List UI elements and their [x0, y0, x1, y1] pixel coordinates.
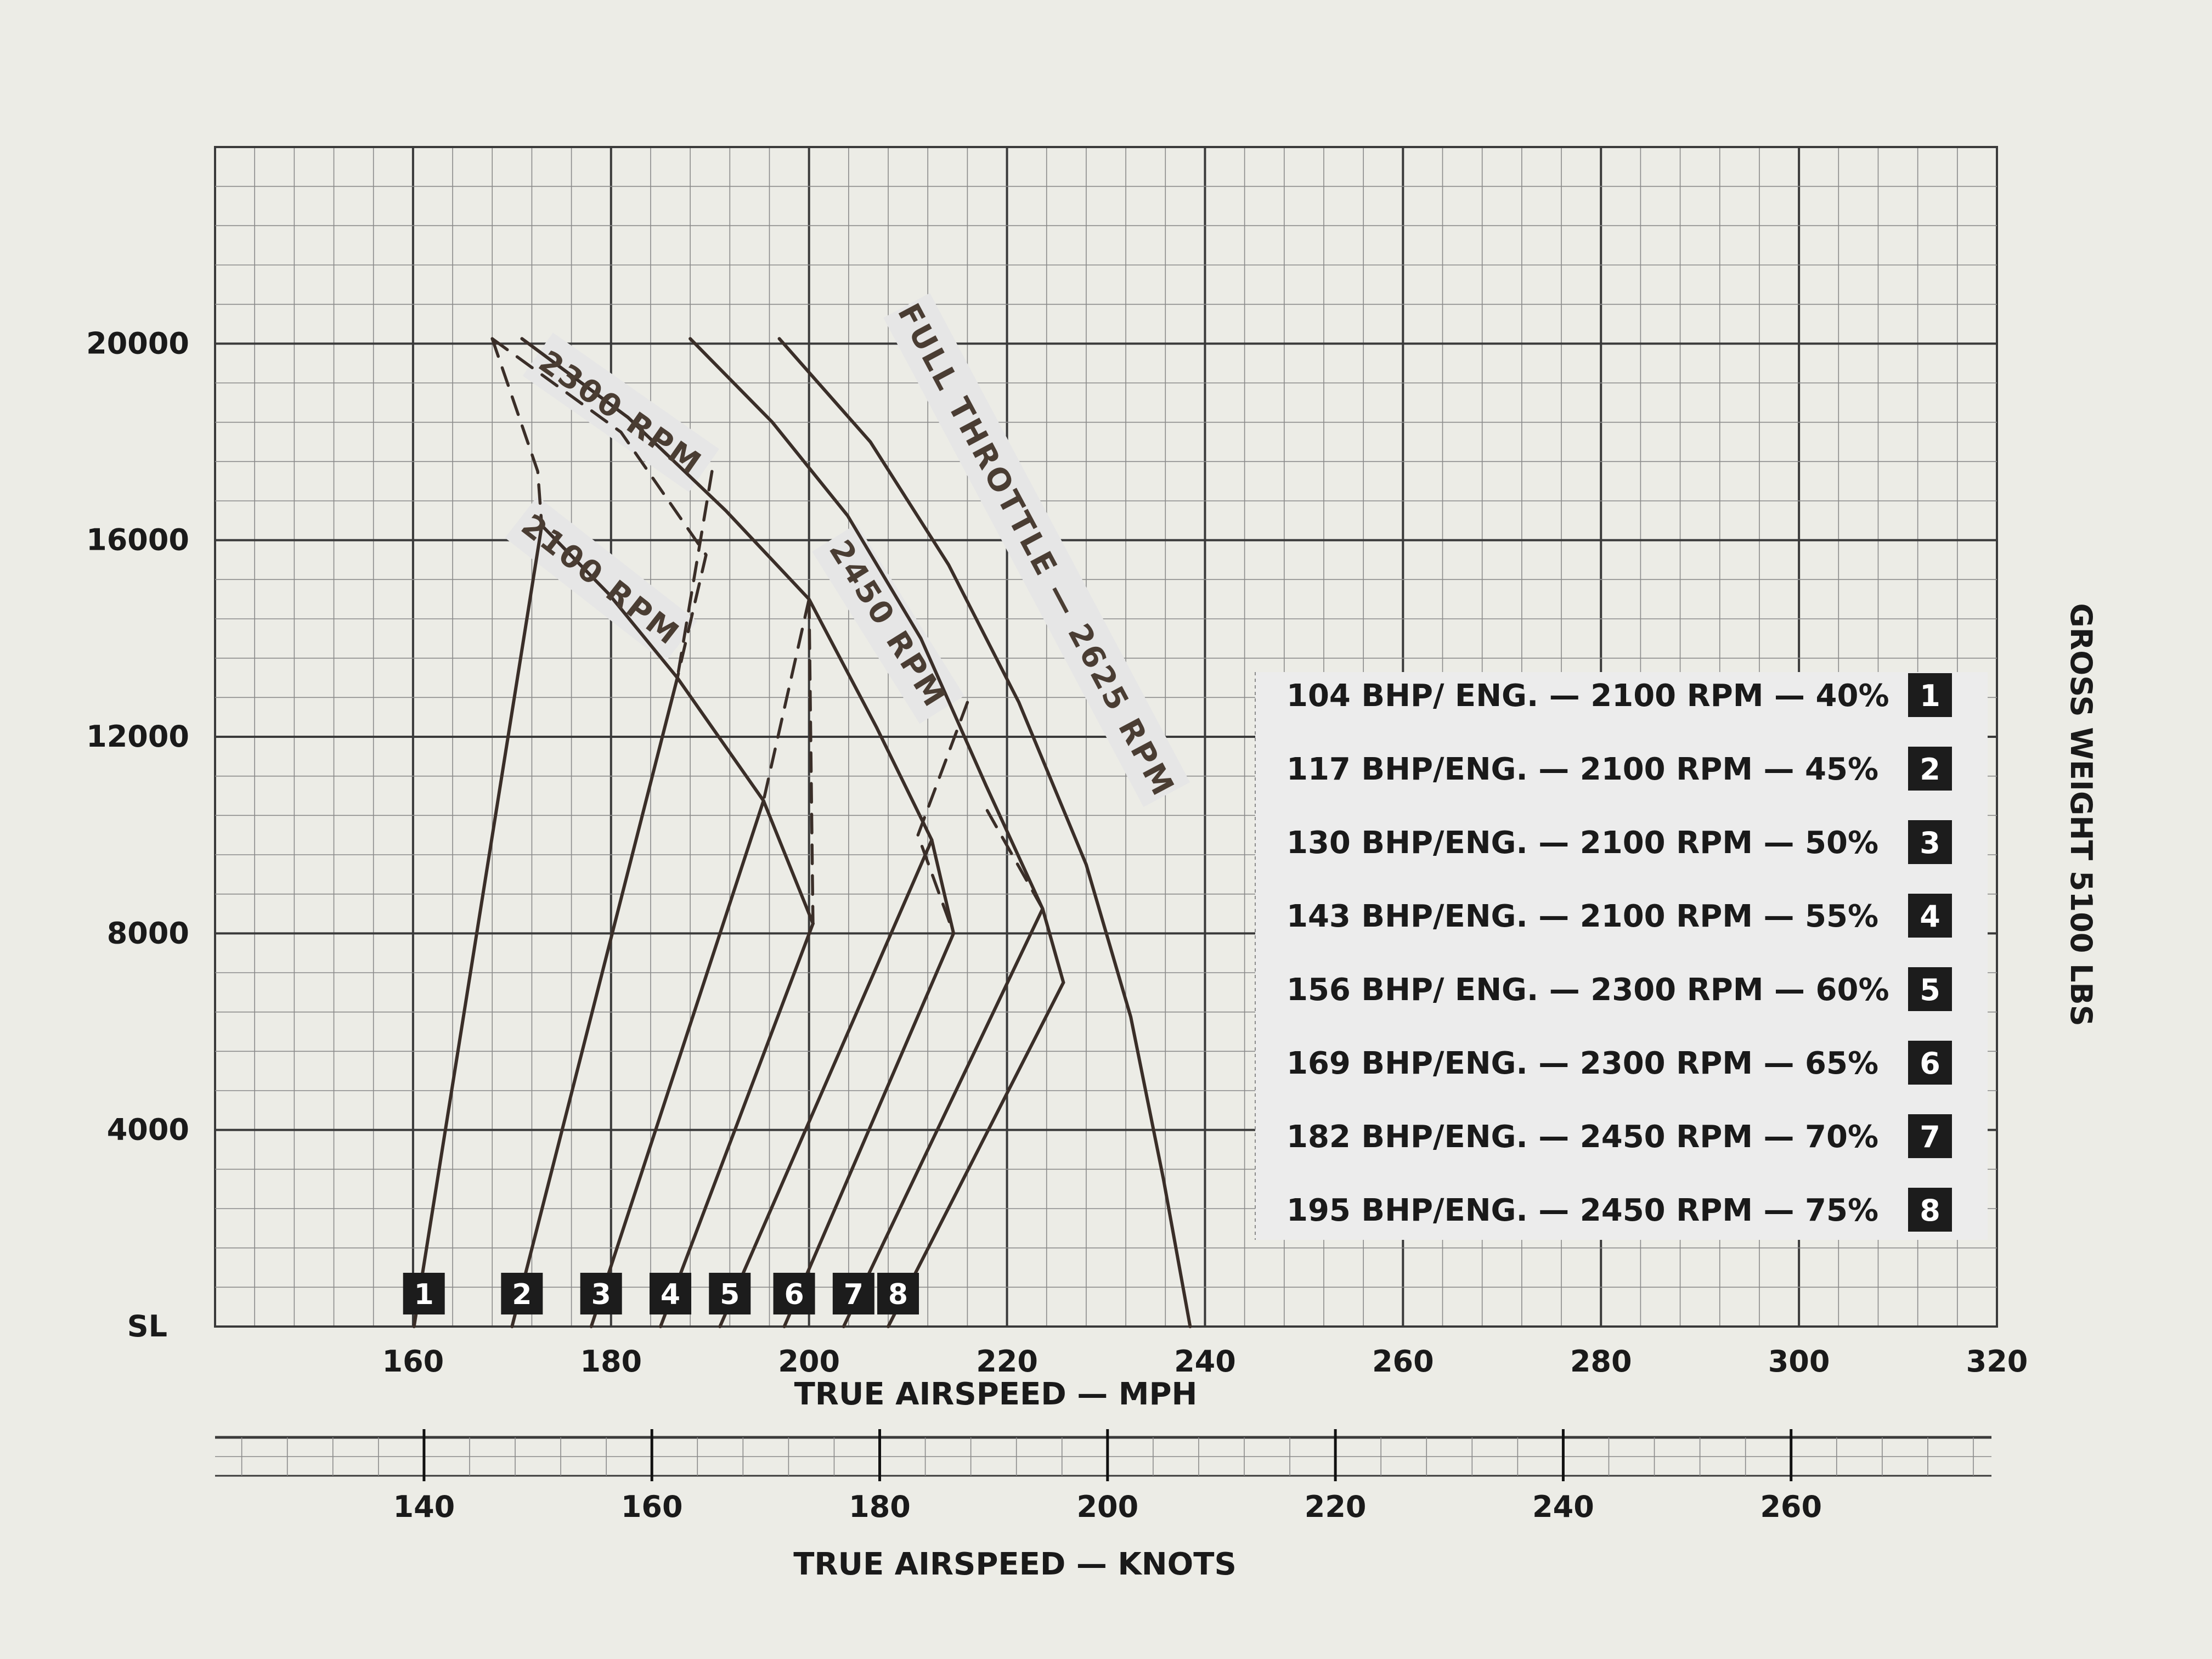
- cruise-series-line: [412, 523, 544, 1328]
- dashed-limit-line: [761, 597, 811, 803]
- legend-entry-box: [1908, 894, 1952, 938]
- start-marker-number: 8: [888, 1278, 908, 1311]
- legend-entry-box: [1908, 820, 1952, 864]
- legend-entry-box: [1908, 967, 1952, 1011]
- x-axis-label-knots: TRUE AIRSPEED — KNOTS: [793, 1547, 1237, 1582]
- start-marker-box: [709, 1273, 751, 1314]
- start-marker-box: [501, 1273, 543, 1314]
- start-marker-number: 6: [784, 1278, 804, 1311]
- gross-weight-label: GROSS WEIGHT 5100 LBS: [2064, 603, 2098, 1026]
- x-tick-label-mph: 320: [1966, 1344, 2028, 1379]
- legend-entry-box: [1908, 1188, 1952, 1232]
- start-marker-number: 1: [414, 1278, 434, 1311]
- legend-entry-text: 143 BHP/ENG. — 2100 RPM — 55%: [1286, 899, 1878, 934]
- legend-entry-number: 1: [1920, 679, 1940, 713]
- dashed-limit-line: [985, 809, 1045, 911]
- dashed-limit-line: [807, 597, 815, 926]
- chart-curves: [412, 293, 1192, 1328]
- cruise-series-line: [887, 980, 1065, 1328]
- legend-entry-text: 156 BHP/ ENG. — 2300 RPM — 60%: [1286, 972, 1889, 1008]
- start-marker-number: 2: [512, 1278, 532, 1311]
- x-tick-label-mph: 160: [382, 1344, 444, 1379]
- x-tick-label-mph: 220: [976, 1344, 1038, 1379]
- cruise-series-line: [782, 932, 956, 1328]
- dashed-limit-line: [490, 337, 708, 680]
- cruise-series-line: [842, 907, 1045, 1328]
- legend-entry-number: 8: [1920, 1193, 1940, 1228]
- y-tick-label: 4000: [107, 1113, 189, 1147]
- start-marker-number: 7: [844, 1278, 864, 1311]
- x-tick-label-mph: 180: [580, 1344, 642, 1379]
- legend-panel: [1255, 672, 1988, 1240]
- legend-entry-number: 6: [1920, 1046, 1940, 1081]
- legend-entry-number: 7: [1920, 1120, 1940, 1154]
- legend-entry-number: 4: [1920, 899, 1940, 934]
- legend-entry-number: 3: [1920, 826, 1940, 860]
- y-tick-label: 20000: [86, 326, 189, 360]
- cruise-series-line: [777, 337, 1192, 1328]
- x-tick-label-mph: 260: [1372, 1344, 1434, 1379]
- cruise-series-line: [689, 337, 1065, 984]
- legend-entry-text: 130 BHP/ENG. — 2100 RPM — 50%: [1286, 825, 1878, 861]
- start-marker-box: [580, 1273, 622, 1314]
- legend-entry-box: [1908, 747, 1952, 791]
- x-tick-label-knots: 140: [393, 1489, 455, 1524]
- x-tick-label-knots: 240: [1532, 1489, 1594, 1524]
- y-tick-label: 8000: [107, 916, 189, 950]
- cruise-series-line: [510, 676, 679, 1328]
- legend-entry-text: 195 BHP/ENG. — 2450 RPM — 75%: [1286, 1193, 1878, 1228]
- start-marker-number: 4: [661, 1278, 680, 1311]
- curve-label-band: [883, 293, 1190, 808]
- start-marker-number: 5: [720, 1278, 740, 1311]
- legend-entry-text: 104 BHP/ ENG. — 2100 RPM — 40%: [1286, 678, 1889, 714]
- legend-entry-box: [1908, 1114, 1952, 1158]
- start-marker-number: 3: [591, 1278, 611, 1311]
- side-label: GROSS WEIGHT 5100 LBS: [2064, 603, 2098, 1026]
- legend-entry-text: 169 BHP/ENG. — 2300 RPM — 65%: [1286, 1046, 1878, 1081]
- x-tick-label-mph: 200: [778, 1344, 840, 1379]
- legend-entry-box: [1908, 1041, 1952, 1085]
- x-tick-label-knots: 160: [621, 1489, 683, 1524]
- legend-entry-box: [1908, 673, 1952, 717]
- y-tick-label: 12000: [86, 719, 189, 754]
- start-marker-box: [403, 1273, 445, 1314]
- dashed-limit-line: [916, 701, 969, 935]
- legend: 104 BHP/ ENG. — 2100 RPM — 40% 1 117 BHP/E…: [1255, 672, 1988, 1240]
- x-tick-label-knots: 220: [1305, 1489, 1367, 1524]
- x-tick-label-knots: 260: [1760, 1489, 1822, 1524]
- legend-entry-number: 2: [1920, 752, 1940, 787]
- axes: SL 4000 8000 12000 16000 20000 160 180 200 220 240…: [86, 326, 2028, 1412]
- x-tick-label-mph: 300: [1768, 1344, 1830, 1379]
- x-tick-label-mph: 240: [1174, 1344, 1236, 1379]
- cruise-series-line: [589, 799, 765, 1328]
- cruise-series-line: [659, 922, 815, 1328]
- knots-scale: 140 160 180 200 220 240 260 TRUE AIRSPEED — KNO…: [215, 1429, 1991, 1582]
- dashed-limit-line: [490, 337, 544, 527]
- start-marker-box: [650, 1273, 691, 1314]
- legend-entry-number: 5: [1920, 973, 1940, 1007]
- start-marker-box: [877, 1273, 919, 1314]
- dashed-limit-line: [675, 470, 714, 680]
- start-marker-box: [773, 1273, 815, 1314]
- legend-entry-text: 182 BHP/ENG. — 2450 RPM — 70%: [1286, 1119, 1878, 1155]
- start-marker-box: [832, 1273, 874, 1314]
- y-tick-label: 16000: [86, 523, 189, 557]
- cruise-series-line: [718, 838, 934, 1328]
- y-tick-label: SL: [127, 1309, 167, 1344]
- curve-label-band: [812, 523, 964, 724]
- x-tick-label-mph: 280: [1570, 1344, 1632, 1379]
- legend-entry-text: 117 BHP/ENG. — 2100 RPM — 45%: [1286, 752, 1878, 787]
- x-tick-label-knots: 180: [849, 1489, 911, 1524]
- x-axis-label-mph: TRUE AIRSPEED — MPH: [794, 1376, 1198, 1412]
- x-tick-label-knots: 200: [1076, 1489, 1138, 1524]
